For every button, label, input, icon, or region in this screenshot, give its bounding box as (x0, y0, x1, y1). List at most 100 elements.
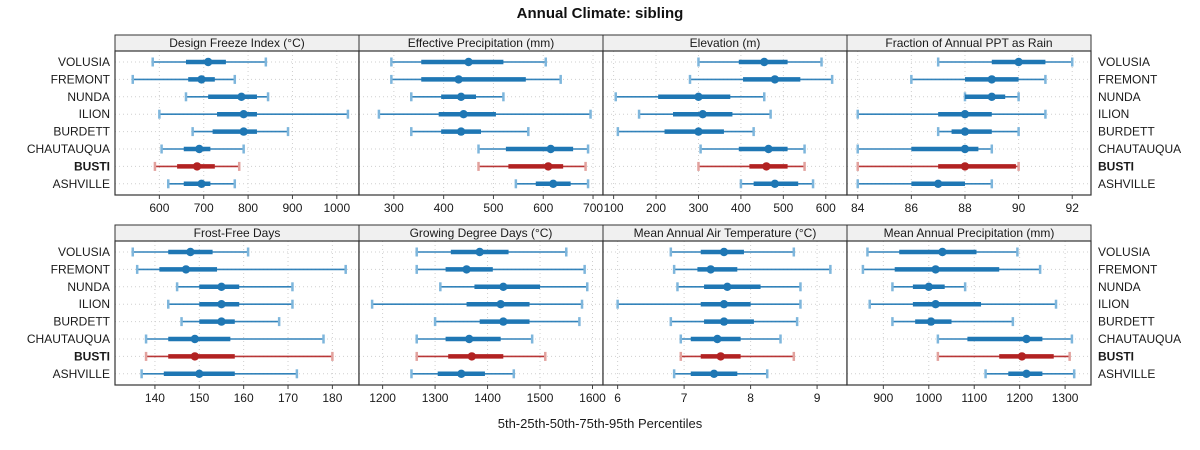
panel-bg (847, 51, 1091, 195)
row-label-left: ILION (79, 297, 110, 311)
tick-label: 7 (681, 391, 688, 405)
row-label-left: VOLUSIA (58, 245, 110, 259)
median-dot (1022, 334, 1031, 344)
median-dot (931, 265, 940, 274)
median-dot (239, 110, 248, 119)
row-label-left: NUNDA (67, 280, 110, 294)
panel-bg (359, 241, 603, 385)
tick-label: 90 (1012, 201, 1026, 215)
median-dot (195, 144, 204, 154)
row-label-right: CHAUTAUQUA (1098, 142, 1181, 156)
median-dot (464, 334, 474, 344)
row-label-left: BURDETT (53, 315, 110, 329)
median-dot (197, 179, 206, 188)
median-dot (544, 162, 553, 171)
tick-label: 180 (322, 391, 342, 405)
median-dot (960, 110, 970, 119)
panel-bg (115, 51, 359, 195)
tick-label: 1300 (1052, 391, 1079, 405)
row-label-right: FREMONT (1098, 72, 1158, 86)
tick-label: 140 (145, 391, 165, 405)
median-dot (546, 144, 555, 154)
chart-title: Annual Climate: sibling (516, 5, 684, 22)
tick-label: 170 (278, 391, 298, 405)
tick-label: 1100 (961, 391, 987, 405)
median-dot (931, 300, 940, 309)
median-dot (694, 127, 703, 136)
median-dot (190, 334, 200, 344)
tick-label: 600 (816, 201, 836, 215)
median-dot (459, 110, 468, 119)
median-dot (467, 352, 477, 361)
row-label-right: BUSTI (1098, 159, 1134, 173)
row-label-left: CHAUTAUQUA (27, 332, 110, 346)
median-dot (464, 57, 473, 67)
median-dot (462, 265, 471, 274)
tick-label: 800 (238, 201, 258, 215)
median-dot (987, 92, 996, 102)
panel-title: Effective Precipitation (mm) (408, 36, 555, 50)
tick-label: 300 (384, 201, 404, 215)
tick-label: 300 (688, 201, 708, 215)
panel-border (846, 240, 1092, 386)
row-label-left: ASHVILLE (53, 367, 110, 381)
row-label-left: ILION (79, 107, 110, 121)
panel-border (846, 50, 1092, 196)
tick-label: 400 (731, 201, 751, 215)
tick-label: 700 (583, 201, 603, 215)
panel-bg (603, 241, 847, 385)
median-dot (709, 369, 719, 378)
tick-label: 86 (905, 201, 919, 215)
median-dot (938, 247, 947, 257)
median-dot (694, 92, 703, 102)
tick-label: 1300 (422, 391, 449, 405)
median-dot (1014, 57, 1023, 67)
row-label-left: FREMONT (51, 72, 111, 86)
tick-label: 1500 (527, 391, 554, 405)
median-dot (499, 282, 508, 291)
tick-label: 9 (814, 391, 821, 405)
median-dot (987, 75, 996, 84)
panel-bg (359, 51, 603, 195)
median-dot (706, 265, 715, 274)
median-dot (764, 144, 773, 154)
median-dot (457, 369, 466, 378)
row-label-right: VOLUSIA (1098, 245, 1150, 259)
panel-bg (115, 241, 359, 385)
row-label-right: NUNDA (1098, 90, 1141, 104)
row-label-right: NUNDA (1098, 280, 1141, 294)
tick-label: 900 (873, 391, 893, 405)
row-label-left: ASHVILLE (53, 177, 110, 191)
tick-label: 1000 (915, 391, 942, 405)
row-label-right: ASHVILLE (1098, 367, 1155, 381)
row-label-right: BURDETT (1098, 315, 1155, 329)
median-dot (181, 265, 191, 274)
tick-label: 84 (851, 201, 865, 215)
median-dot (192, 162, 202, 171)
panel-title: Elevation (m) (690, 36, 761, 50)
median-dot (197, 75, 206, 84)
median-dot (723, 282, 732, 291)
median-dot (960, 162, 970, 171)
panel-bg (847, 241, 1091, 385)
panel-title: Design Freeze Index (°C) (169, 36, 305, 50)
median-dot (760, 57, 769, 67)
tick-label: 400 (434, 201, 454, 215)
median-dot (770, 75, 780, 84)
median-dot (203, 57, 213, 67)
tick-label: 8 (747, 391, 754, 405)
tick-label: 150 (189, 391, 209, 405)
median-dot (933, 179, 943, 188)
median-dot (217, 317, 226, 326)
median-dot (924, 282, 933, 291)
median-dot (1022, 369, 1031, 378)
tick-label: 600 (149, 201, 169, 215)
tick-label: 500 (483, 201, 503, 215)
tick-label: 160 (234, 391, 254, 405)
percentiles-axis-label: 5th-25th-50th-75th-95th Percentiles (497, 416, 703, 431)
tick-label: 1000 (323, 201, 350, 215)
median-dot (195, 369, 204, 378)
median-dot (549, 179, 558, 188)
